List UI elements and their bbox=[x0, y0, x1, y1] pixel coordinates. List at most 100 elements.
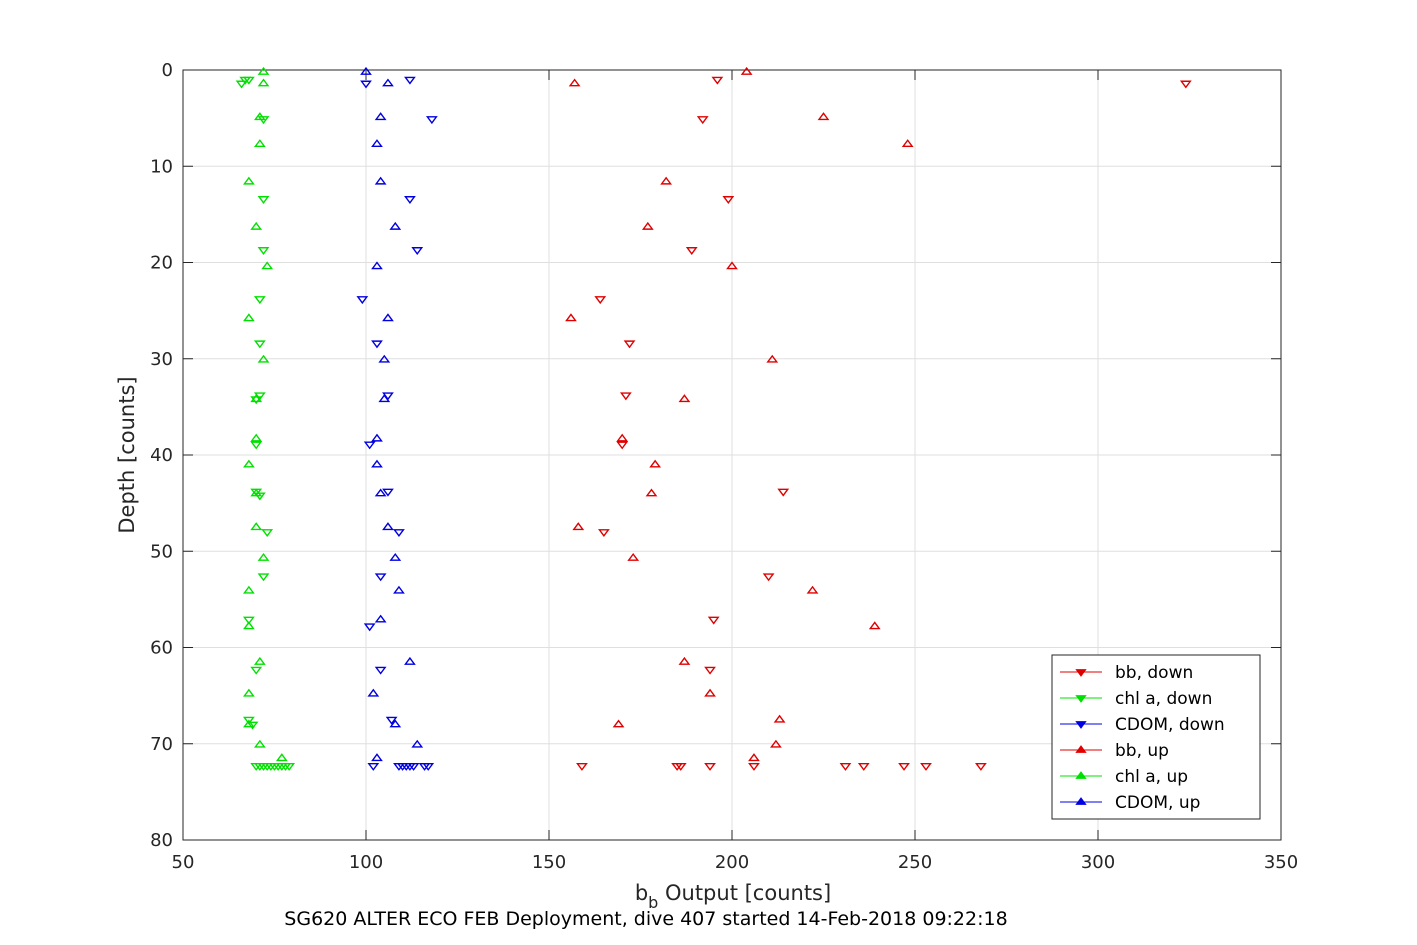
data-point bbox=[253, 139, 266, 148]
y-tick-label: 20 bbox=[150, 253, 173, 274]
series-1 bbox=[235, 76, 296, 771]
data-point bbox=[404, 196, 416, 204]
legend-marker bbox=[1075, 797, 1087, 805]
data-point bbox=[242, 688, 255, 697]
legend-label: bb, down bbox=[1115, 663, 1193, 683]
data-point bbox=[250, 394, 263, 403]
data-point bbox=[374, 573, 387, 582]
data-point bbox=[619, 392, 632, 401]
data-point bbox=[711, 76, 724, 85]
series-5 bbox=[360, 66, 424, 762]
data-point bbox=[250, 221, 263, 230]
legend-marker bbox=[1075, 669, 1087, 677]
legend-label: chl a, up bbox=[1115, 767, 1188, 787]
data-point bbox=[770, 739, 782, 748]
data-point bbox=[568, 78, 581, 87]
data-point bbox=[378, 394, 391, 403]
legend-item: bb, down bbox=[1060, 663, 1193, 683]
data-point bbox=[974, 762, 987, 771]
data-point bbox=[576, 762, 588, 771]
data-point bbox=[762, 573, 775, 582]
legend-box bbox=[1051, 654, 1261, 820]
legend-label: CDOM, down bbox=[1115, 715, 1225, 735]
data-point bbox=[371, 459, 383, 468]
data-point bbox=[382, 488, 394, 497]
plot-frame bbox=[182, 69, 1282, 841]
data-point bbox=[371, 139, 383, 148]
data-point bbox=[660, 176, 673, 185]
data-point bbox=[393, 529, 405, 538]
data-point bbox=[257, 247, 270, 256]
legend-item: CDOM, up bbox=[1060, 793, 1200, 813]
y-tick-label: 0 bbox=[162, 60, 173, 81]
data-point bbox=[411, 247, 424, 256]
data-point bbox=[616, 433, 629, 442]
data-point bbox=[685, 247, 698, 256]
data-point bbox=[367, 688, 380, 697]
legend-marker bbox=[1075, 721, 1087, 729]
data-point bbox=[261, 261, 274, 270]
data-point bbox=[407, 762, 420, 771]
data-point bbox=[649, 459, 662, 468]
data-point bbox=[250, 396, 263, 405]
data-point bbox=[367, 762, 380, 771]
chart-caption: SG620 ALTER ECO FEB Deployment, dive 407… bbox=[284, 908, 1007, 930]
data-point bbox=[257, 573, 270, 582]
x-axis-label: bb Output [counts] bbox=[635, 881, 831, 912]
data-point bbox=[374, 666, 387, 675]
data-point bbox=[817, 112, 830, 121]
data-point bbox=[806, 585, 819, 594]
legend-marker bbox=[1075, 771, 1087, 779]
data-point bbox=[356, 296, 369, 305]
data-point bbox=[250, 666, 263, 675]
data-point bbox=[678, 656, 691, 665]
y-tick-label: 80 bbox=[150, 830, 173, 851]
data-point bbox=[242, 176, 255, 185]
data-point bbox=[283, 762, 296, 771]
data-point bbox=[246, 721, 259, 730]
data-point bbox=[250, 441, 263, 450]
data-point bbox=[374, 112, 387, 121]
y-tick-label: 30 bbox=[150, 349, 173, 370]
data-point bbox=[382, 522, 394, 531]
data-point bbox=[777, 488, 790, 497]
data-point bbox=[616, 441, 629, 450]
data-point bbox=[374, 488, 387, 497]
data-point bbox=[627, 552, 640, 561]
data-point bbox=[242, 716, 255, 725]
data-point bbox=[594, 296, 607, 305]
data-point bbox=[374, 614, 387, 623]
data-point bbox=[242, 621, 255, 630]
data-point bbox=[257, 354, 270, 363]
data-point bbox=[748, 753, 760, 762]
y-tick-label: 50 bbox=[150, 541, 173, 562]
data-point bbox=[371, 261, 383, 270]
data-point bbox=[363, 441, 376, 450]
data-point bbox=[707, 616, 720, 625]
series-4 bbox=[242, 66, 288, 762]
data-point bbox=[748, 762, 760, 771]
data-point bbox=[242, 585, 255, 594]
x-axis-label-rest: Output [counts] bbox=[658, 881, 831, 905]
data-point bbox=[678, 394, 691, 403]
data-point bbox=[645, 488, 658, 497]
data-point bbox=[253, 112, 266, 121]
data-point bbox=[704, 666, 716, 675]
data-point bbox=[250, 488, 263, 497]
data-point bbox=[404, 656, 416, 665]
data-point bbox=[242, 459, 255, 468]
x-tick-label: 300 bbox=[1081, 852, 1115, 873]
data-point bbox=[393, 585, 405, 594]
data-point bbox=[898, 762, 910, 771]
data-point bbox=[641, 221, 654, 230]
data-point bbox=[235, 80, 248, 89]
data-point bbox=[612, 719, 625, 728]
legend-marker bbox=[1075, 695, 1087, 703]
y-tick-label: 10 bbox=[150, 156, 173, 177]
plot-border bbox=[182, 69, 1282, 841]
data-point bbox=[253, 340, 266, 349]
x-axis-label-main: b bbox=[635, 881, 648, 905]
x-axis-label-sub: b bbox=[648, 893, 658, 912]
data-point bbox=[422, 762, 435, 771]
